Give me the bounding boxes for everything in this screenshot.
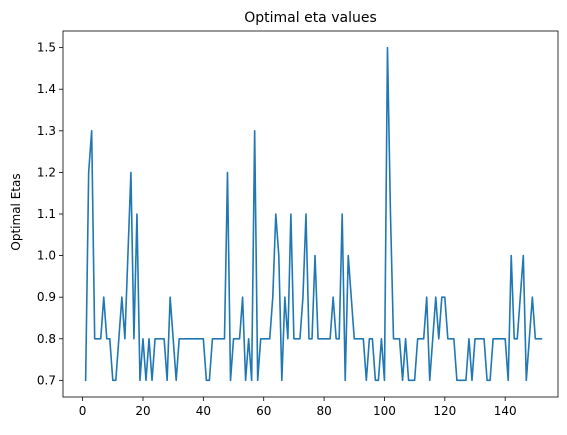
y-tick-label: 1.5 [37, 41, 56, 55]
y-tick-label: 0.8 [37, 332, 56, 346]
x-tick-label: 40 [196, 404, 211, 418]
x-tick-label: 80 [316, 404, 331, 418]
y-tick-label: 1.4 [37, 82, 56, 96]
x-tick-label: 60 [256, 404, 271, 418]
y-tick-label: 0.9 [37, 290, 56, 304]
series-line [84, 46, 543, 382]
y-tick-label: 1.0 [37, 249, 56, 263]
x-tick-label: 120 [433, 404, 456, 418]
y-tick-label: 1.2 [37, 165, 56, 179]
x-tick-label: 140 [494, 404, 517, 418]
y-axis-label: Optimal Etas [9, 173, 23, 250]
x-tick-label: 0 [79, 404, 87, 418]
y-tick-label: 1.3 [37, 124, 56, 138]
x-tick-label: 100 [373, 404, 396, 418]
x-tick-label: 20 [135, 404, 150, 418]
y-tick-label: 0.7 [37, 373, 56, 387]
plot-frame [62, 30, 559, 398]
chart-title: Optimal eta values [244, 10, 377, 26]
y-tick-label: 1.1 [37, 207, 56, 221]
axis-ticks: 0 20 40 60 80 100 120 140 0.7 0.8 0.9 1.0 1.1 1.2 1.3 1… [37, 41, 517, 418]
